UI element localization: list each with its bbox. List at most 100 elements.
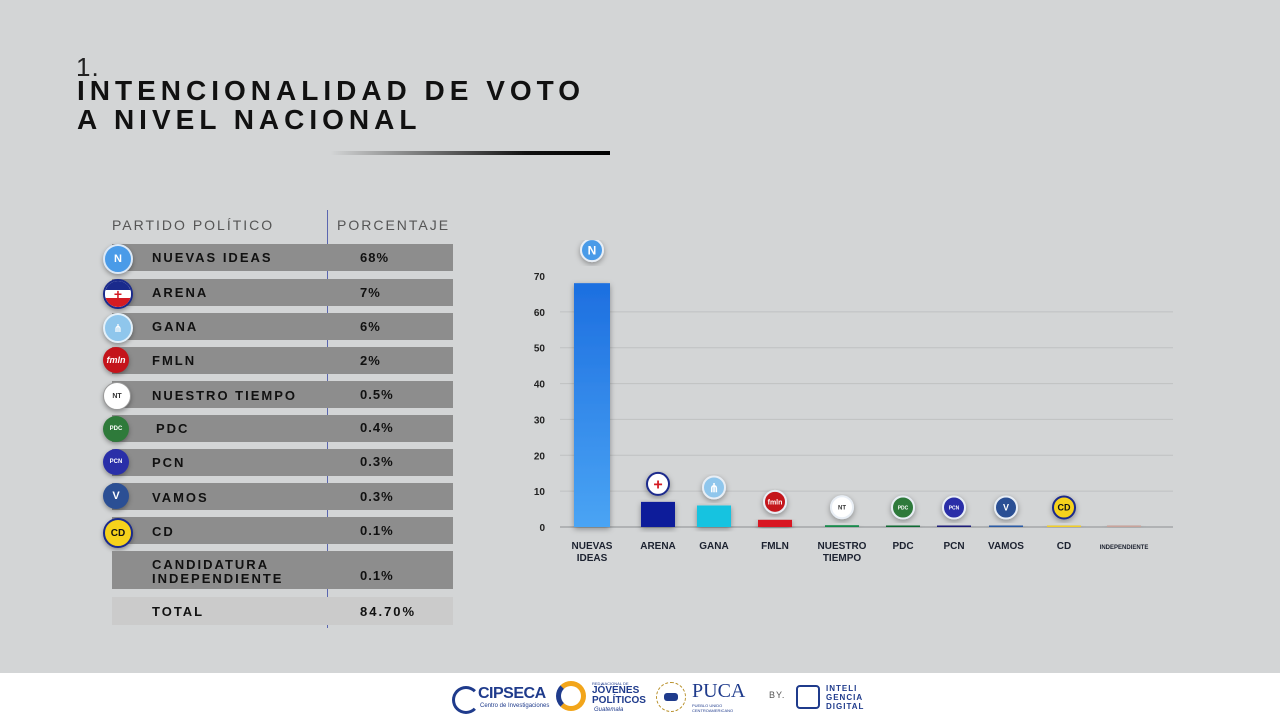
party-logo-marker-text: + <box>653 477 662 494</box>
party-name-line-1: CANDIDATURA <box>152 557 270 572</box>
bar-pcn <box>937 525 971 527</box>
cd-logo-icon: CD <box>103 518 133 548</box>
x-category-label: INDEPENDIENTE <box>1100 545 1149 551</box>
table-row-fmln <box>112 347 453 374</box>
inteligencia-digital-line-2: GENCIA <box>826 693 864 702</box>
logo-letter: NT <box>112 392 122 400</box>
table-row-gana <box>112 313 453 340</box>
chart-gridlines <box>560 311 1173 528</box>
title-underline <box>330 151 610 155</box>
bar-independiente <box>1107 525 1141 527</box>
bar-gana <box>697 505 731 527</box>
table-row-pcn <box>112 449 453 476</box>
vamos-logo-icon: V <box>103 483 129 509</box>
by-label: BY. <box>769 690 786 700</box>
party-logo-marker-icon <box>994 495 1018 520</box>
y-tick-label: 20 <box>534 451 546 462</box>
party-name: FMLN <box>152 353 197 368</box>
logo-letter: CD <box>110 527 126 539</box>
logo-letter: PDC <box>109 426 123 432</box>
arena-flag-icon: + <box>105 281 131 307</box>
jovenes-logo-smalltext: RED NACIONAL DE <box>592 681 629 686</box>
party-name: VAMOS <box>152 490 209 505</box>
party-name: ARENA <box>152 285 209 300</box>
party-logo-marker-icon <box>830 495 854 520</box>
y-tick-label: 30 <box>534 415 546 426</box>
bar-chart: N + ⋔ fmln NT PDC PCN V CD 0 10 20 30 40 50 60 70 NUEVAS… <box>534 240 1173 564</box>
party-percent: 2% <box>360 353 381 368</box>
y-tick-label: 50 <box>534 344 546 355</box>
party-percent: 7% <box>360 285 381 300</box>
bar-pdc <box>886 525 920 527</box>
party-logo-marker-text: PDC <box>898 505 909 511</box>
jovenes-logo-line-1: JÓVENES <box>592 685 640 696</box>
x-category-label: IDEAS <box>577 553 608 564</box>
table-row-independiente <box>112 551 453 589</box>
party-logo-marker-icon <box>763 489 787 514</box>
cipseca-logo-icon <box>452 686 480 714</box>
inteligencia-digital-logo-text: INTELI GENCIA DIGITAL <box>826 684 864 711</box>
footer-logos: CIPSECA Centro de Investigaciones RED NA… <box>0 673 1280 720</box>
logo-letter: N <box>114 253 122 265</box>
party-percent: 0.5% <box>360 387 394 402</box>
y-tick-label: 40 <box>534 380 546 391</box>
pcn-logo-icon: PCN <box>103 449 129 475</box>
jovenes-logo-line-2: POLÍTICOS <box>592 695 646 706</box>
party-logo-marker-text: fmln <box>768 499 783 506</box>
x-category-label: TIEMPO <box>823 553 862 564</box>
party-name: PDC <box>156 421 190 436</box>
puca-logo-text: PUCA <box>692 680 746 702</box>
x-category-label: PDC <box>892 541 913 552</box>
page-title-line-1: INTENCIONALIDAD DE VOTO <box>77 75 586 106</box>
party-logo-marker-icon <box>891 495 915 520</box>
x-category-label: PCN <box>943 541 964 552</box>
nuevas-ideas-logo-icon: N <box>103 244 133 274</box>
y-tick-label: 60 <box>534 308 546 319</box>
table-row-nuestro-tiempo <box>112 381 453 408</box>
party-percent: 0.3% <box>360 489 394 504</box>
inteligencia-digital-line-3: DIGITAL <box>826 702 865 711</box>
column-header-party: PARTIDO POLÍTICO <box>112 217 275 233</box>
y-tick-label: 0 <box>539 523 545 534</box>
page-title-line-2: A NIVEL NACIONAL <box>77 104 422 135</box>
jovenes-logo-icon <box>556 681 586 711</box>
party-logo-marker-text: NT <box>838 505 846 511</box>
party-name: PCN <box>152 455 186 470</box>
party-logo-marker-text: V <box>1003 503 1009 513</box>
jovenes-logo-script: Guatemala <box>594 707 624 713</box>
party-logo-marker-text: PCN <box>949 505 960 511</box>
party-logo-marker-icon <box>702 475 726 500</box>
party-percent: 0.3% <box>360 454 394 469</box>
chart-bars <box>574 283 1141 527</box>
table-row-vamos <box>112 483 453 510</box>
party-logo-marker-icon <box>580 240 604 263</box>
x-category-label: FMLN <box>761 541 789 552</box>
inteligencia-digital-logo-icon <box>796 685 820 709</box>
logo-letter: PCN <box>109 459 123 465</box>
x-category-label: NUESTRO <box>818 541 867 552</box>
party-percent: 68% <box>360 250 390 265</box>
party-percent: 0.1% <box>360 523 394 538</box>
x-category-label: CD <box>1057 541 1071 552</box>
bar-nuestro-tiempo <box>825 525 859 527</box>
bar-vamos <box>989 525 1023 527</box>
total-label: TOTAL <box>152 604 205 619</box>
table-row-pdc <box>112 415 453 442</box>
bar-cd <box>1047 525 1081 527</box>
puca-logo-icon <box>656 682 686 712</box>
fmln-logo-icon: fmln <box>103 347 129 373</box>
total-value: 84.70% <box>360 604 417 619</box>
table-row-cd <box>112 517 453 544</box>
party-logo-marker-icon <box>942 495 966 520</box>
pdc-logo-icon: PDC <box>103 416 129 442</box>
bar-arena <box>641 501 675 527</box>
jovenes-logo-text: JÓVENES POLÍTICOS <box>592 686 646 706</box>
party-logo-marker-icon <box>646 471 670 496</box>
puca-logo-subtext: PUEBLO UNIDO CENTROAMERICANO <box>692 703 734 713</box>
x-category-label: ARENA <box>640 541 676 552</box>
party-logo-marker-text: N <box>588 243 597 257</box>
column-header-percent: PORCENTAJE <box>337 217 451 233</box>
bar-nuevas-ideas <box>574 283 610 527</box>
bar-fmln <box>758 519 792 527</box>
arena-logo-icon: + <box>103 279 133 309</box>
